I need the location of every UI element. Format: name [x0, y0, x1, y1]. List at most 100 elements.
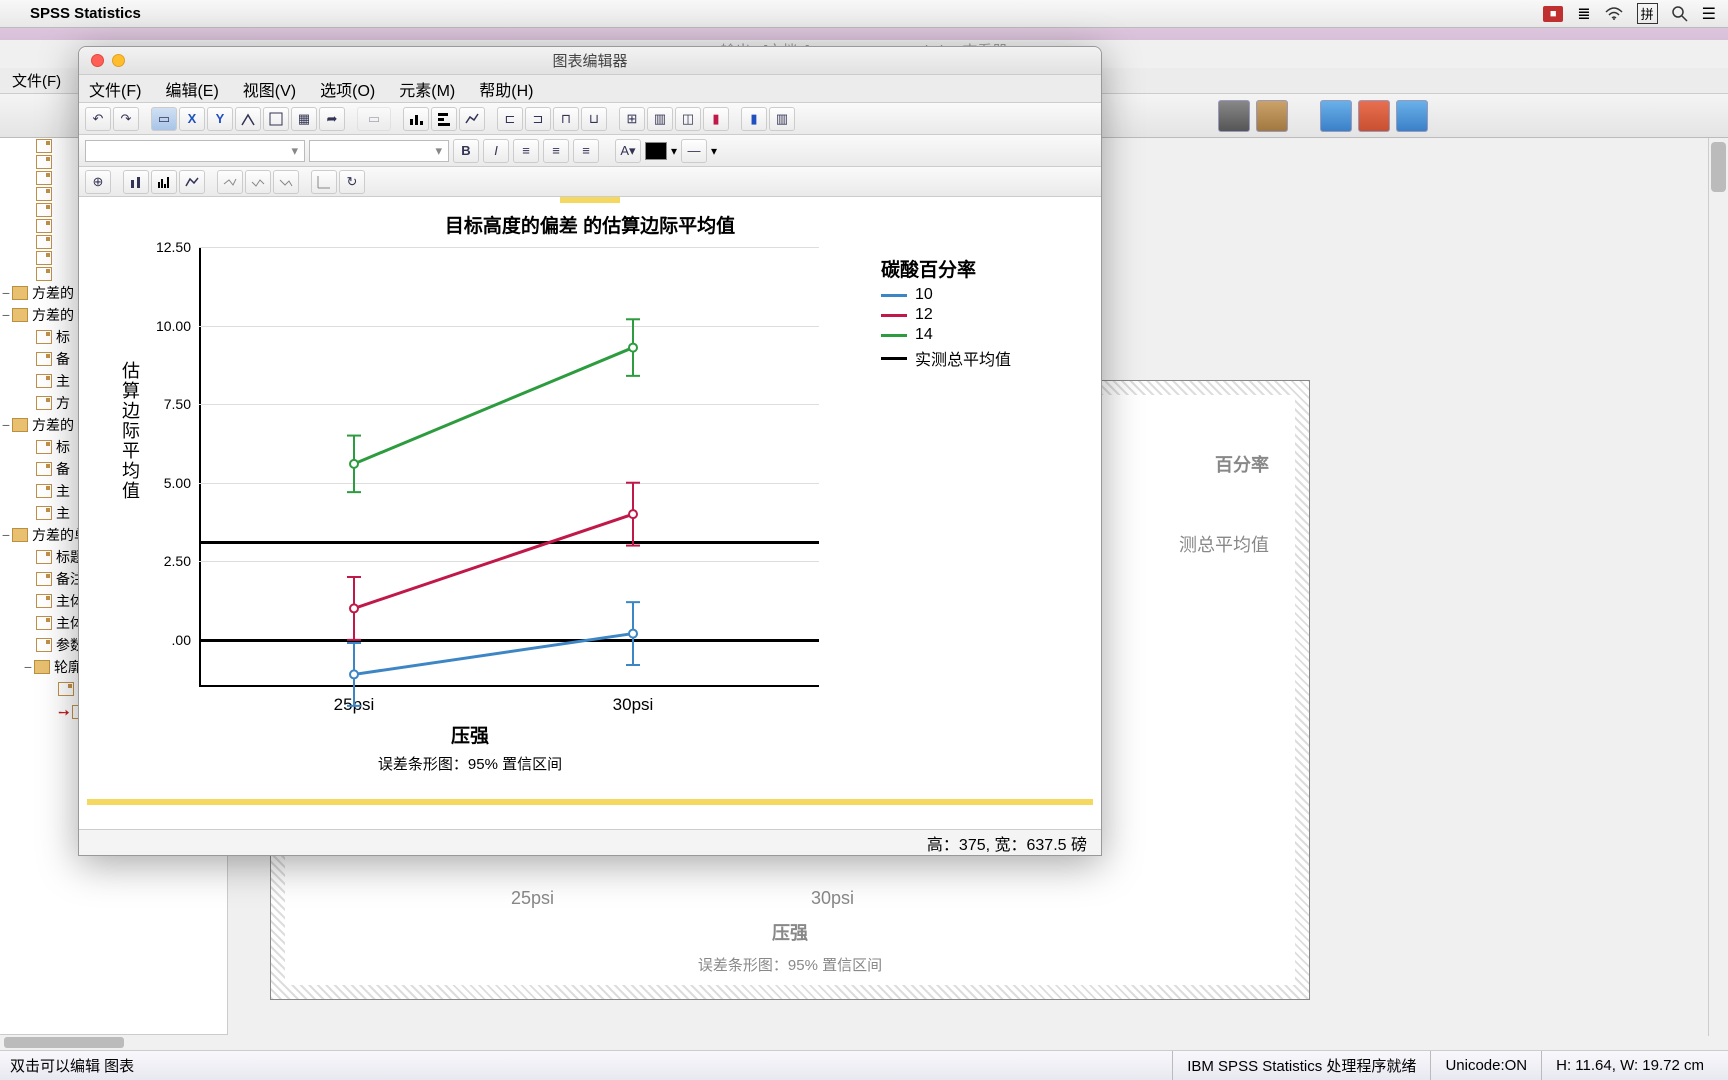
status-proc: IBM SPSS Statistics 处理程序就绪 — [1172, 1051, 1430, 1080]
menu-view[interactable]: 视图(V) — [243, 77, 296, 101]
chart-type-button[interactable] — [179, 170, 205, 194]
toolbar-icon[interactable] — [1256, 100, 1288, 132]
selection-handle[interactable] — [87, 799, 1093, 805]
legend-item[interactable]: 10 — [881, 286, 1081, 304]
grid-button[interactable]: ⊞ — [619, 107, 645, 131]
x-tick-label: 30psi — [613, 687, 654, 715]
chart-caption[interactable]: 误差条形图：95% 置信区间 — [99, 753, 841, 774]
tool-button[interactable]: ▦ — [291, 107, 317, 131]
menu-file[interactable]: 文件(F) — [89, 77, 141, 101]
menu-options[interactable]: 选项(O) — [320, 77, 375, 101]
tool-button[interactable]: ▮ — [703, 107, 729, 131]
chart-editor-window: 图表编辑器 文件(F) 编辑(E) 视图(V) 选项(O) 元素(M) 帮助(H… — [78, 46, 1102, 856]
align-right-button[interactable]: ≡ — [573, 139, 599, 163]
close-icon[interactable] — [91, 54, 104, 67]
tool-button[interactable]: ▭ — [151, 107, 177, 131]
tool-button[interactable] — [263, 107, 289, 131]
tool-button[interactable]: ⊓ — [553, 107, 579, 131]
font-family-combo[interactable] — [85, 140, 305, 162]
chart-type-button[interactable] — [311, 170, 337, 194]
legend-item[interactable]: 实测总平均值 — [881, 346, 1081, 370]
tool-button[interactable]: ⊐ — [525, 107, 551, 131]
menu-icon[interactable]: ☰ — [1702, 4, 1716, 24]
toolbar-icon[interactable] — [1396, 100, 1428, 132]
align-center-button[interactable]: ≡ — [543, 139, 569, 163]
y-axis-button[interactable]: Y — [207, 107, 233, 131]
editor-menubar: 文件(F) 编辑(E) 视图(V) 选项(O) 元素(M) 帮助(H) — [79, 75, 1101, 103]
chart-type-button[interactable] — [217, 170, 243, 194]
bg-caption: 误差条形图：95% 置信区间 — [271, 954, 1309, 975]
chart-title[interactable]: 目标高度的偏差 的估算边际平均值 — [99, 211, 1081, 238]
status-unicode: Unicode:ON — [1430, 1051, 1541, 1080]
legend-item[interactable]: 12 — [881, 306, 1081, 324]
tray-icon[interactable]: ≣ — [1577, 4, 1590, 24]
chart-type-button[interactable] — [245, 170, 271, 194]
selection-handle[interactable] — [560, 197, 620, 203]
bg-xlabel: 压强 — [271, 919, 1309, 945]
wifi-icon[interactable] — [1605, 7, 1623, 21]
viewer-vscroll[interactable] — [1708, 138, 1728, 1036]
x-axis-label[interactable]: 压强 — [99, 721, 841, 748]
y-tick-label: .00 — [172, 632, 199, 648]
status-left: 双击可以编辑 图表 — [10, 1055, 1172, 1076]
undo-button[interactable]: ↶ — [85, 107, 111, 131]
tool-button[interactable]: ▭ — [357, 107, 391, 131]
font-size-combo[interactable] — [309, 140, 449, 162]
hbar-button[interactable] — [431, 107, 457, 131]
toolbar-icon[interactable] — [1320, 100, 1352, 132]
legend-item[interactable]: 14 — [881, 326, 1081, 344]
tool-button[interactable]: ▥ — [647, 107, 673, 131]
editor-toolbar-3: ⊕ ↻ — [79, 167, 1101, 197]
fill-color-swatch[interactable] — [645, 142, 667, 160]
x-axis-button[interactable]: X — [179, 107, 205, 131]
reset-button[interactable]: ↻ — [339, 170, 365, 194]
viewer-menu-file[interactable]: 文件(F) — [12, 70, 61, 91]
legend[interactable]: 碳酸百分率 10 12 14 实测总平均值 — [881, 255, 1081, 372]
legend-title: 碳酸百分率 — [881, 255, 1081, 282]
tool-button[interactable]: ⊔ — [581, 107, 607, 131]
bg-xtick: 30psi — [811, 888, 854, 909]
toolbar-icon[interactable] — [1218, 100, 1250, 132]
align-left-button[interactable]: ≡ — [513, 139, 539, 163]
plot-area[interactable]: .002.505.007.5010.0012.5025psi30psi — [199, 247, 819, 687]
toolbar-icon[interactable] — [1358, 100, 1390, 132]
bold-button[interactable]: B — [453, 139, 479, 163]
y-tick-label: 12.50 — [156, 239, 199, 255]
app-name[interactable]: SPSS Statistics — [30, 5, 141, 22]
redo-button[interactable]: ↷ — [113, 107, 139, 131]
status-icon[interactable]: ■ — [1543, 6, 1563, 22]
line-button[interactable] — [459, 107, 485, 131]
chart-type-button[interactable]: ⊕ — [85, 170, 111, 194]
y-tick-label: 7.50 — [164, 396, 199, 412]
outline-hscroll[interactable] — [0, 1034, 228, 1050]
menu-elements[interactable]: 元素(M) — [399, 77, 455, 101]
bar-button[interactable] — [403, 107, 429, 131]
menu-help[interactable]: 帮助(H) — [479, 77, 533, 101]
y-tick-label: 5.00 — [164, 475, 199, 491]
tool-button[interactable]: ▮ — [741, 107, 767, 131]
y-axis-label[interactable]: 估算边际平均值 — [117, 361, 143, 501]
chart-type-button[interactable] — [273, 170, 299, 194]
editor-title: 图表编辑器 — [79, 50, 1101, 71]
mac-menubar: SPSS Statistics ■ ≣ 拼 ☰ — [0, 0, 1728, 28]
menu-edit[interactable]: 编辑(E) — [165, 77, 218, 101]
minimize-icon[interactable] — [112, 54, 125, 67]
tool-button[interactable]: ➦ — [319, 107, 345, 131]
input-method-icon[interactable]: 拼 — [1637, 3, 1658, 24]
tool-button[interactable] — [235, 107, 261, 131]
chart-type-button[interactable] — [123, 170, 149, 194]
font-color-button[interactable]: A▾ — [615, 139, 641, 163]
menubar-right: ■ ≣ 拼 ☰ — [1543, 3, 1716, 24]
tool-button[interactable]: ▥ — [769, 107, 795, 131]
chart-canvas[interactable]: 目标高度的偏差 的估算边际平均值 估算边际平均值 .002.505.007.50… — [79, 197, 1101, 829]
tool-button[interactable]: ⊏ — [497, 107, 523, 131]
editor-status: 高：375, 宽：637.5 磅 — [79, 829, 1101, 855]
spotlight-icon[interactable] — [1672, 6, 1688, 22]
line-style-button[interactable]: — — [681, 139, 707, 163]
editor-titlebar[interactable]: 图表编辑器 — [79, 47, 1101, 75]
tool-button[interactable]: ◫ — [675, 107, 701, 131]
chart-type-button[interactable] — [151, 170, 177, 194]
editor-status-text: 高：375, 宽：637.5 磅 — [927, 831, 1087, 855]
status-bar: 双击可以编辑 图表 IBM SPSS Statistics 处理程序就绪 Uni… — [0, 1050, 1728, 1080]
italic-button[interactable]: I — [483, 139, 509, 163]
